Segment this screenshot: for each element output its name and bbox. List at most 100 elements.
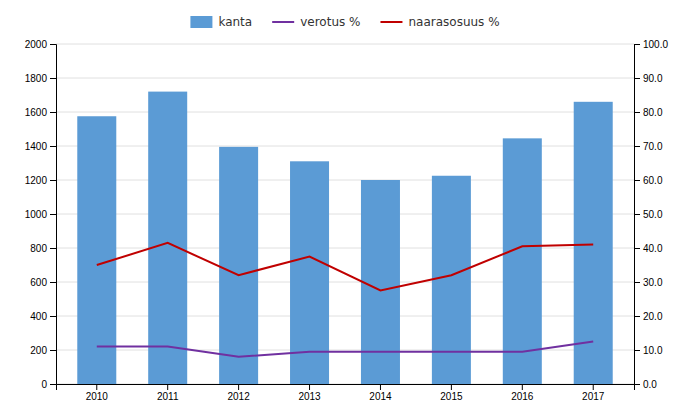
grid-line	[56, 180, 634, 181]
y-tick-mark	[50, 44, 56, 45]
grid-line	[56, 112, 634, 113]
y-tick-mark	[50, 146, 56, 147]
grid-line	[56, 350, 634, 351]
y-tick-mark	[50, 316, 56, 317]
y-tick: 1600	[25, 107, 56, 118]
bar	[290, 161, 329, 384]
bar	[219, 147, 258, 384]
legend-swatch	[380, 21, 402, 23]
y2-tick-label: 30.0	[643, 277, 663, 288]
x-tick-label: 2015	[440, 391, 463, 402]
grid	[56, 44, 634, 384]
y2-tick-label: 10.0	[643, 345, 663, 356]
x-tick-mark	[593, 384, 594, 390]
x-tick-label: 2014	[369, 391, 392, 402]
y2-tick-label: 100.0	[643, 39, 668, 50]
x-axis: 20102011201220132014201520162017	[57, 384, 635, 402]
legend-label: kanta	[218, 15, 252, 29]
y2-tick: 30.0	[634, 277, 663, 288]
x-tick: 2015	[440, 384, 463, 402]
y2-tick-label: 70.0	[643, 141, 663, 152]
y2-tick: 10.0	[634, 345, 663, 356]
y2-tick-mark	[634, 316, 640, 317]
y2-tick: 60.0	[634, 175, 663, 186]
y2-tick-label: 60.0	[643, 175, 663, 186]
grid-line	[56, 248, 634, 249]
y2-tick: 0.0	[634, 379, 657, 390]
grid-line	[56, 282, 634, 283]
y2-tick-mark	[634, 78, 640, 79]
y2-tick: 50.0	[634, 209, 663, 220]
y-tick-label: 1200	[25, 175, 48, 186]
y-tick-label: 1000	[25, 209, 48, 220]
legend-swatch	[272, 21, 294, 23]
x-tick-label: 2016	[511, 391, 534, 402]
y-tick: 2000	[25, 39, 56, 50]
x-tick-mark	[522, 384, 523, 390]
y2-tick-label: 50.0	[643, 209, 663, 220]
x-tick: 2017	[582, 384, 605, 402]
legend-item: naarasosuus %	[380, 15, 499, 29]
legend-label: verotus %	[300, 15, 360, 29]
y-tick-label: 1800	[25, 73, 48, 84]
y-tick-mark	[50, 350, 56, 351]
y2-tick-mark	[634, 44, 640, 45]
y-tick: 1400	[25, 141, 56, 152]
y2-axis: 0.0 10.0 20.0 30.0 40.0 50.0 60.0 70.0 80.0 90.0 1…	[634, 39, 668, 390]
grid-line	[56, 316, 634, 317]
y-tick-mark	[50, 214, 56, 215]
y-tick-mark	[50, 112, 56, 113]
y2-axis-line	[635, 45, 641, 385]
y-tick: 0	[41, 379, 56, 390]
x-tick-mark	[451, 384, 452, 390]
grid-line	[56, 146, 634, 147]
legend-swatch	[190, 16, 212, 28]
y-tick-mark	[50, 384, 56, 385]
plot: 2010201120122013201420152016201702004006…	[25, 39, 669, 402]
x-tick: 2014	[369, 384, 392, 402]
x-tick-label: 2017	[582, 391, 605, 402]
y-tick: 800	[30, 243, 56, 254]
y-tick-mark	[50, 78, 56, 79]
y2-tick-mark	[634, 350, 640, 351]
y-axis-line	[50, 45, 57, 385]
y2-tick-label: 90.0	[643, 73, 663, 84]
bar	[432, 176, 471, 384]
x-tick-label: 2010	[86, 391, 109, 402]
y2-tick-label: 80.0	[643, 107, 663, 118]
y-tick-label: 200	[30, 345, 47, 356]
x-axis-line	[57, 385, 635, 391]
y-tick: 1200	[25, 175, 56, 186]
grid-line	[56, 78, 634, 79]
x-tick-label: 2011	[157, 391, 179, 402]
x-tick: 2011	[157, 384, 179, 402]
bar	[503, 138, 542, 384]
y2-tick-label: 40.0	[643, 243, 663, 254]
y-tick-label: 0	[41, 379, 47, 390]
y2-tick: 90.0	[634, 73, 663, 84]
grid-line	[56, 214, 634, 215]
bar	[148, 92, 187, 384]
legend: kanta verotus % naarasosuus %	[190, 15, 499, 29]
y2-tick: 40.0	[634, 243, 663, 254]
marks	[77, 92, 612, 384]
y2-tick-label: 0.0	[643, 379, 657, 390]
bar	[361, 180, 400, 384]
x-tick-mark	[96, 384, 97, 390]
y2-tick: 20.0	[634, 311, 663, 322]
y-tick-mark	[50, 282, 56, 283]
y-axis: 0 200 400 600 800 1000 1200 1400 1600 1800 2000	[25, 39, 57, 390]
x-tick-mark	[309, 384, 310, 390]
x-tick-mark	[238, 384, 239, 390]
y2-tick: 80.0	[634, 107, 663, 118]
y-tick-label: 1600	[25, 107, 48, 118]
y-tick: 400	[30, 311, 56, 322]
y-tick: 600	[30, 277, 56, 288]
legend-item: verotus %	[272, 15, 360, 29]
legend-label: naarasosuus %	[408, 15, 499, 29]
y-tick-label: 1400	[25, 141, 48, 152]
y2-tick-mark	[634, 112, 640, 113]
y-tick: 1800	[25, 73, 56, 84]
x-tick-mark	[380, 384, 381, 390]
y2-tick: 100.0	[634, 39, 668, 50]
